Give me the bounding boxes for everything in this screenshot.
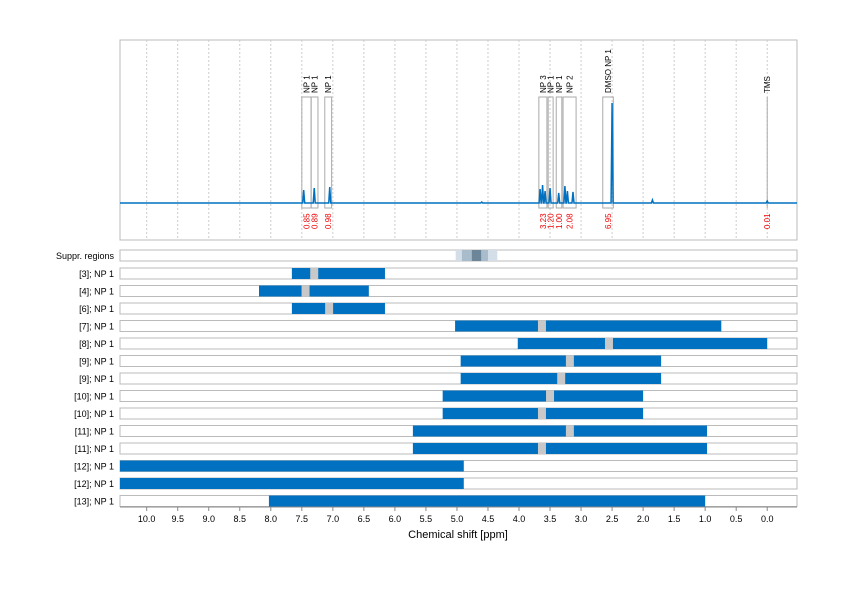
region-bar xyxy=(268,495,706,507)
integral-label: 0.98 xyxy=(324,213,333,229)
x-tick-label: 2.0 xyxy=(637,514,650,524)
multiplet-label: TMS xyxy=(763,76,772,93)
region-bar xyxy=(291,303,385,314)
row-label: [9]; NP 1 xyxy=(79,357,114,367)
region-bar xyxy=(120,460,464,472)
multiplet-box xyxy=(547,96,554,209)
x-tick-label: 4.5 xyxy=(482,514,495,524)
row-frame xyxy=(119,267,798,280)
row-label: [10]; NP 1 xyxy=(74,409,114,419)
x-tick-label: 3.5 xyxy=(544,514,557,524)
region-center xyxy=(537,408,546,419)
multiplet-box xyxy=(538,96,548,209)
region-center xyxy=(557,373,566,384)
integral-label: 0.85 xyxy=(302,213,311,229)
multiplet-label: NP 2 xyxy=(566,75,575,93)
x-tick-label: 8.0 xyxy=(265,514,278,524)
region-bar xyxy=(412,425,708,437)
region-bar xyxy=(258,285,369,297)
region-center xyxy=(301,285,310,297)
region-bar xyxy=(460,355,662,367)
integral-label: 1.00 xyxy=(555,213,564,229)
integral-label: 2.08 xyxy=(566,213,575,229)
region-bar xyxy=(517,338,768,349)
integral-label: 0.89 xyxy=(311,213,320,229)
region-bar xyxy=(412,443,708,454)
x-tick-label: 1.5 xyxy=(668,514,681,524)
region-bar xyxy=(120,478,464,489)
x-tick-label: 8.5 xyxy=(234,514,247,524)
x-tick-label: 9.5 xyxy=(171,514,184,524)
row-label: [8]; NP 1 xyxy=(79,339,114,349)
x-tick-label: 0.5 xyxy=(730,514,743,524)
multiplet-label: NP 1 xyxy=(324,75,333,93)
row-label: Suppr. regions xyxy=(56,251,115,261)
region-center xyxy=(537,443,546,454)
integral-label: 0.01 xyxy=(763,213,772,229)
row-label: [11]; NP 1 xyxy=(75,427,114,437)
x-tick-label: 1.0 xyxy=(699,514,712,524)
integral-label: 3.23 xyxy=(539,213,548,229)
row-label: [9]; NP 1 xyxy=(79,374,114,384)
row-label: [10]; NP 1 xyxy=(74,392,114,402)
row-frame xyxy=(119,355,798,367)
x-tick-label: 3.0 xyxy=(575,514,588,524)
x-tick-label: 9.0 xyxy=(202,514,215,524)
multiplet-label: NP 3 xyxy=(539,75,548,93)
region-center xyxy=(537,320,546,332)
spectrum-line xyxy=(120,102,797,204)
x-tick-label: 6.5 xyxy=(358,514,371,524)
x-tick-label: 6.0 xyxy=(389,514,402,524)
region-center xyxy=(565,425,574,437)
suppressed-inner xyxy=(471,250,482,261)
x-tick-label: 5.0 xyxy=(451,514,464,524)
x-tick-label: 0.0 xyxy=(761,514,774,524)
integral-label: 6.95 xyxy=(604,213,613,229)
x-tick-label: 4.0 xyxy=(513,514,526,524)
row-frame xyxy=(119,285,798,297)
region-center xyxy=(604,338,613,349)
multiplet-box xyxy=(555,96,563,209)
multiplet-label: NP 1 xyxy=(302,75,311,93)
row-label: [3]; NP 1 xyxy=(79,269,114,279)
integral-label: 1.20 xyxy=(547,213,556,229)
multiplet-label: DMSO NP 1 xyxy=(604,49,613,93)
row-label: [4]; NP 1 xyxy=(79,287,114,297)
multiplet-label: NP 1 xyxy=(311,75,320,93)
x-tick-label: 5.5 xyxy=(420,514,433,524)
x-tick-label: 7.5 xyxy=(296,514,309,524)
row-frame xyxy=(119,337,798,350)
multiplet-box xyxy=(310,96,319,209)
x-tick-label: 2.5 xyxy=(606,514,619,524)
x-axis-label: Chemical shift [ppm] xyxy=(408,529,508,541)
region-bar xyxy=(442,390,644,402)
region-bar xyxy=(455,320,722,332)
row-label: [13]; NP 1 xyxy=(74,497,114,507)
spectrum-frame xyxy=(119,39,798,241)
row-label: [12]; NP 1 xyxy=(74,462,114,472)
row-label: [7]; NP 1 xyxy=(79,322,114,332)
x-tick-label: 10.0 xyxy=(138,514,156,524)
multiplet-box xyxy=(562,96,577,209)
region-center xyxy=(546,390,555,402)
multiplet-label: NP 1 xyxy=(547,75,556,93)
region-center xyxy=(565,355,574,367)
multiplet-label: NP 1 xyxy=(555,75,564,93)
region-center xyxy=(310,268,319,279)
region-center xyxy=(325,303,334,314)
row-label: [11]; NP 1 xyxy=(75,444,114,454)
row-label: [12]; NP 1 xyxy=(74,479,114,489)
x-tick-label: 7.0 xyxy=(327,514,340,524)
multiplet-box xyxy=(324,96,333,209)
row-frame xyxy=(119,372,798,385)
row-label: [6]; NP 1 xyxy=(79,304,114,314)
row-frame xyxy=(119,302,798,315)
region-bar xyxy=(291,268,385,279)
